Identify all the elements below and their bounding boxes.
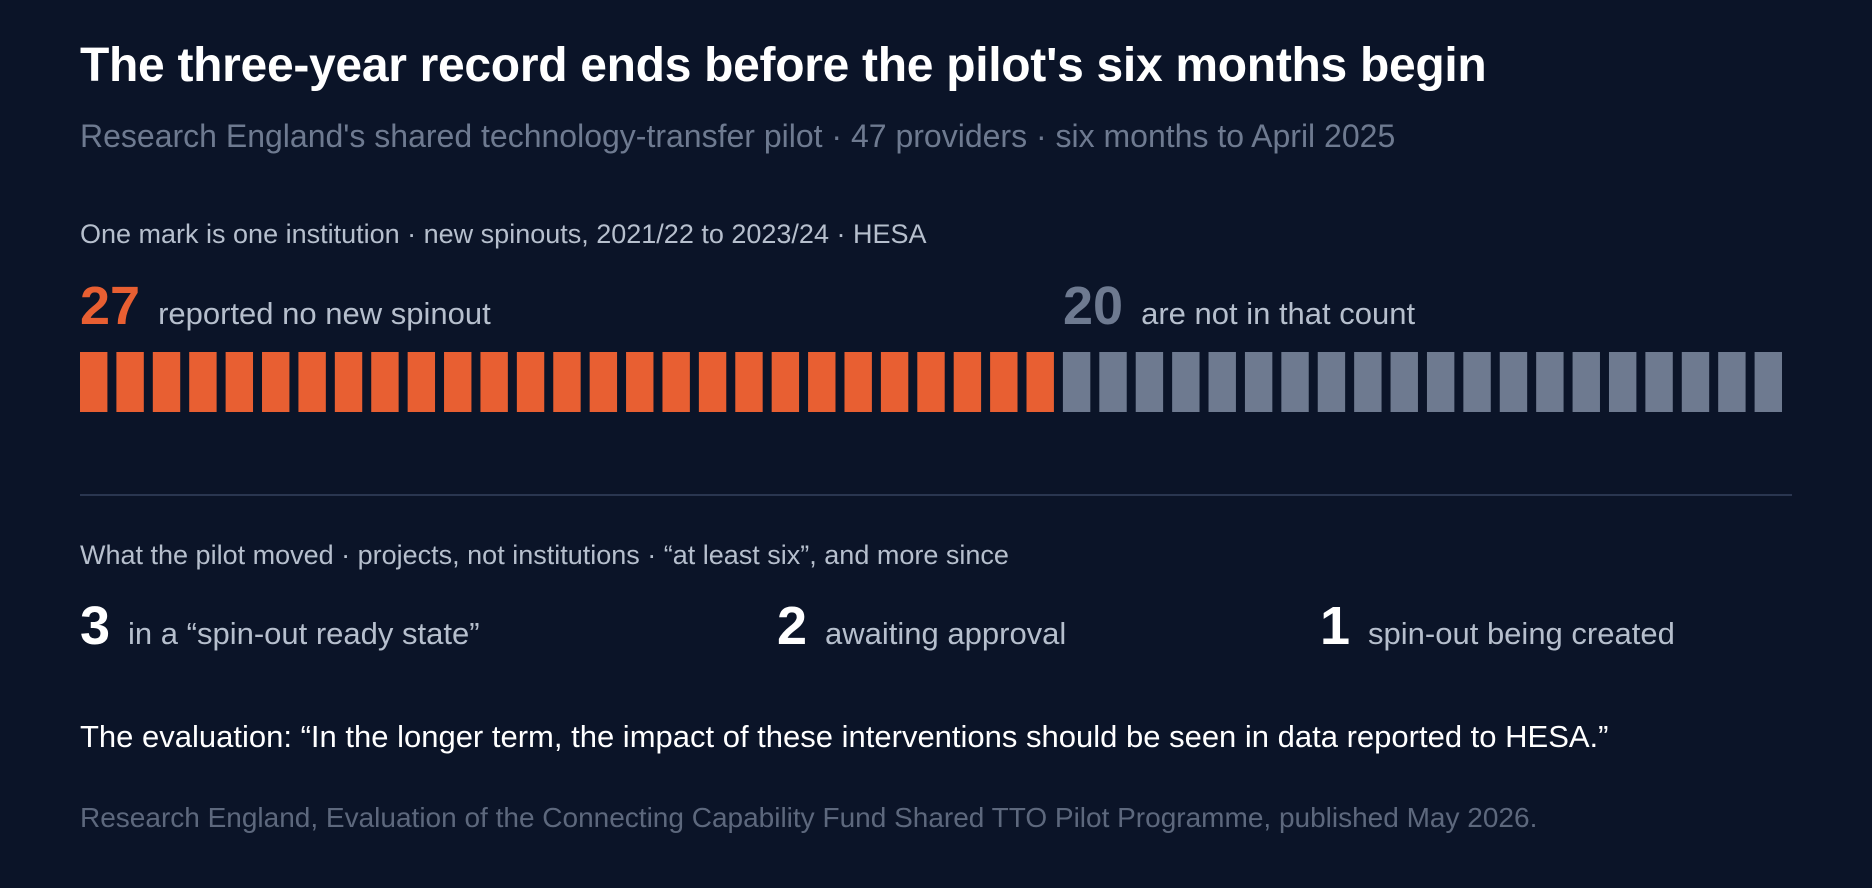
- chart-title: The three-year record ends before the pi…: [80, 39, 1487, 92]
- mark-no-spinout-23: [880, 352, 909, 412]
- mark-other-12: [1463, 352, 1491, 412]
- mark-no-spinout-15: [589, 352, 618, 412]
- mark-no-spinout-4: [189, 352, 217, 412]
- mark-no-spinout-26: [990, 352, 1018, 412]
- stat-value: 3: [80, 596, 111, 656]
- group-no-spinout-count: 27: [80, 276, 141, 336]
- stat-being-created: 1 spin-out being created: [1320, 594, 1675, 658]
- mark-no-spinout-27: [1026, 352, 1054, 412]
- mark-other-11: [1426, 352, 1455, 412]
- stat-label: in a “spin-out ready state”: [128, 616, 480, 651]
- mark-no-spinout-12: [480, 352, 508, 412]
- mark-no-spinout-14: [553, 352, 581, 412]
- group-no-spinout-text: reported no new spinout: [158, 296, 491, 331]
- mark-other-9: [1354, 352, 1382, 412]
- mark-other-16: [1608, 352, 1637, 412]
- mark-other-13: [1499, 352, 1528, 412]
- mark-no-spinout-7: [298, 352, 326, 412]
- mark-no-spinout-13: [516, 352, 545, 412]
- mark-other-6: [1244, 352, 1273, 412]
- stat-awaiting-approval: 2 awaiting approval: [777, 594, 1066, 658]
- mark-other-3: [1135, 352, 1164, 412]
- source-note: Research England, Evaluation of the Conn…: [80, 802, 1538, 833]
- group-no-spinout-label: 27 reported no new spinout: [80, 274, 491, 338]
- mark-other-10: [1390, 352, 1418, 412]
- mark-no-spinout-17: [662, 352, 690, 412]
- stat-label: spin-out being created: [1368, 616, 1675, 651]
- mark-other-5: [1208, 352, 1236, 412]
- mark-no-spinout-20: [771, 352, 800, 412]
- mark-other-20: [1754, 352, 1782, 412]
- stat-value: 2: [777, 596, 808, 656]
- mark-no-spinout-5: [225, 352, 254, 412]
- mark-other-7: [1281, 352, 1309, 412]
- mark-no-spinout-6: [262, 352, 290, 412]
- mark-other-1: [1062, 352, 1091, 412]
- mark-other-8: [1317, 352, 1346, 412]
- mark-no-spinout-25: [953, 352, 982, 412]
- chart-caption: One mark is one institution · new spinou…: [80, 219, 927, 249]
- stat-label: awaiting approval: [825, 616, 1067, 651]
- mark-no-spinout-24: [917, 352, 945, 412]
- mark-no-spinout-2: [116, 352, 144, 412]
- mark-other-15: [1572, 352, 1600, 412]
- mark-no-spinout-3: [152, 352, 181, 412]
- mark-no-spinout-21: [808, 352, 836, 412]
- mark-other-2: [1099, 352, 1127, 412]
- mark-no-spinout-8: [334, 352, 363, 412]
- mark-other-17: [1645, 352, 1673, 412]
- mark-no-spinout-10: [407, 352, 436, 412]
- mark-no-spinout-22: [844, 352, 872, 412]
- mark-no-spinout-11: [444, 352, 472, 412]
- stat-spinout-ready: 3 in a “spin-out ready state”: [80, 594, 480, 658]
- mark-other-18: [1681, 352, 1710, 412]
- evaluation-quote: The evaluation: “In the longer term, the…: [80, 719, 1609, 754]
- mark-no-spinout-18: [698, 352, 727, 412]
- section-divider: [80, 494, 1792, 496]
- group-other-count: 20: [1063, 276, 1124, 336]
- mark-no-spinout-16: [626, 352, 654, 412]
- mark-no-spinout-19: [735, 352, 763, 412]
- mark-other-14: [1536, 352, 1564, 412]
- group-other-text: are not in that count: [1141, 296, 1416, 331]
- pilot-caption: What the pilot moved · projects, not ins…: [80, 540, 1009, 570]
- mark-no-spinout-1: [80, 352, 108, 412]
- stat-value: 1: [1320, 596, 1351, 656]
- mark-no-spinout-9: [371, 352, 399, 412]
- mark-other-19: [1718, 352, 1746, 412]
- group-other-label: 20 are not in that count: [1063, 274, 1415, 338]
- chart-subtitle: Research England's shared technology-tra…: [80, 118, 1396, 154]
- mark-other-4: [1172, 352, 1200, 412]
